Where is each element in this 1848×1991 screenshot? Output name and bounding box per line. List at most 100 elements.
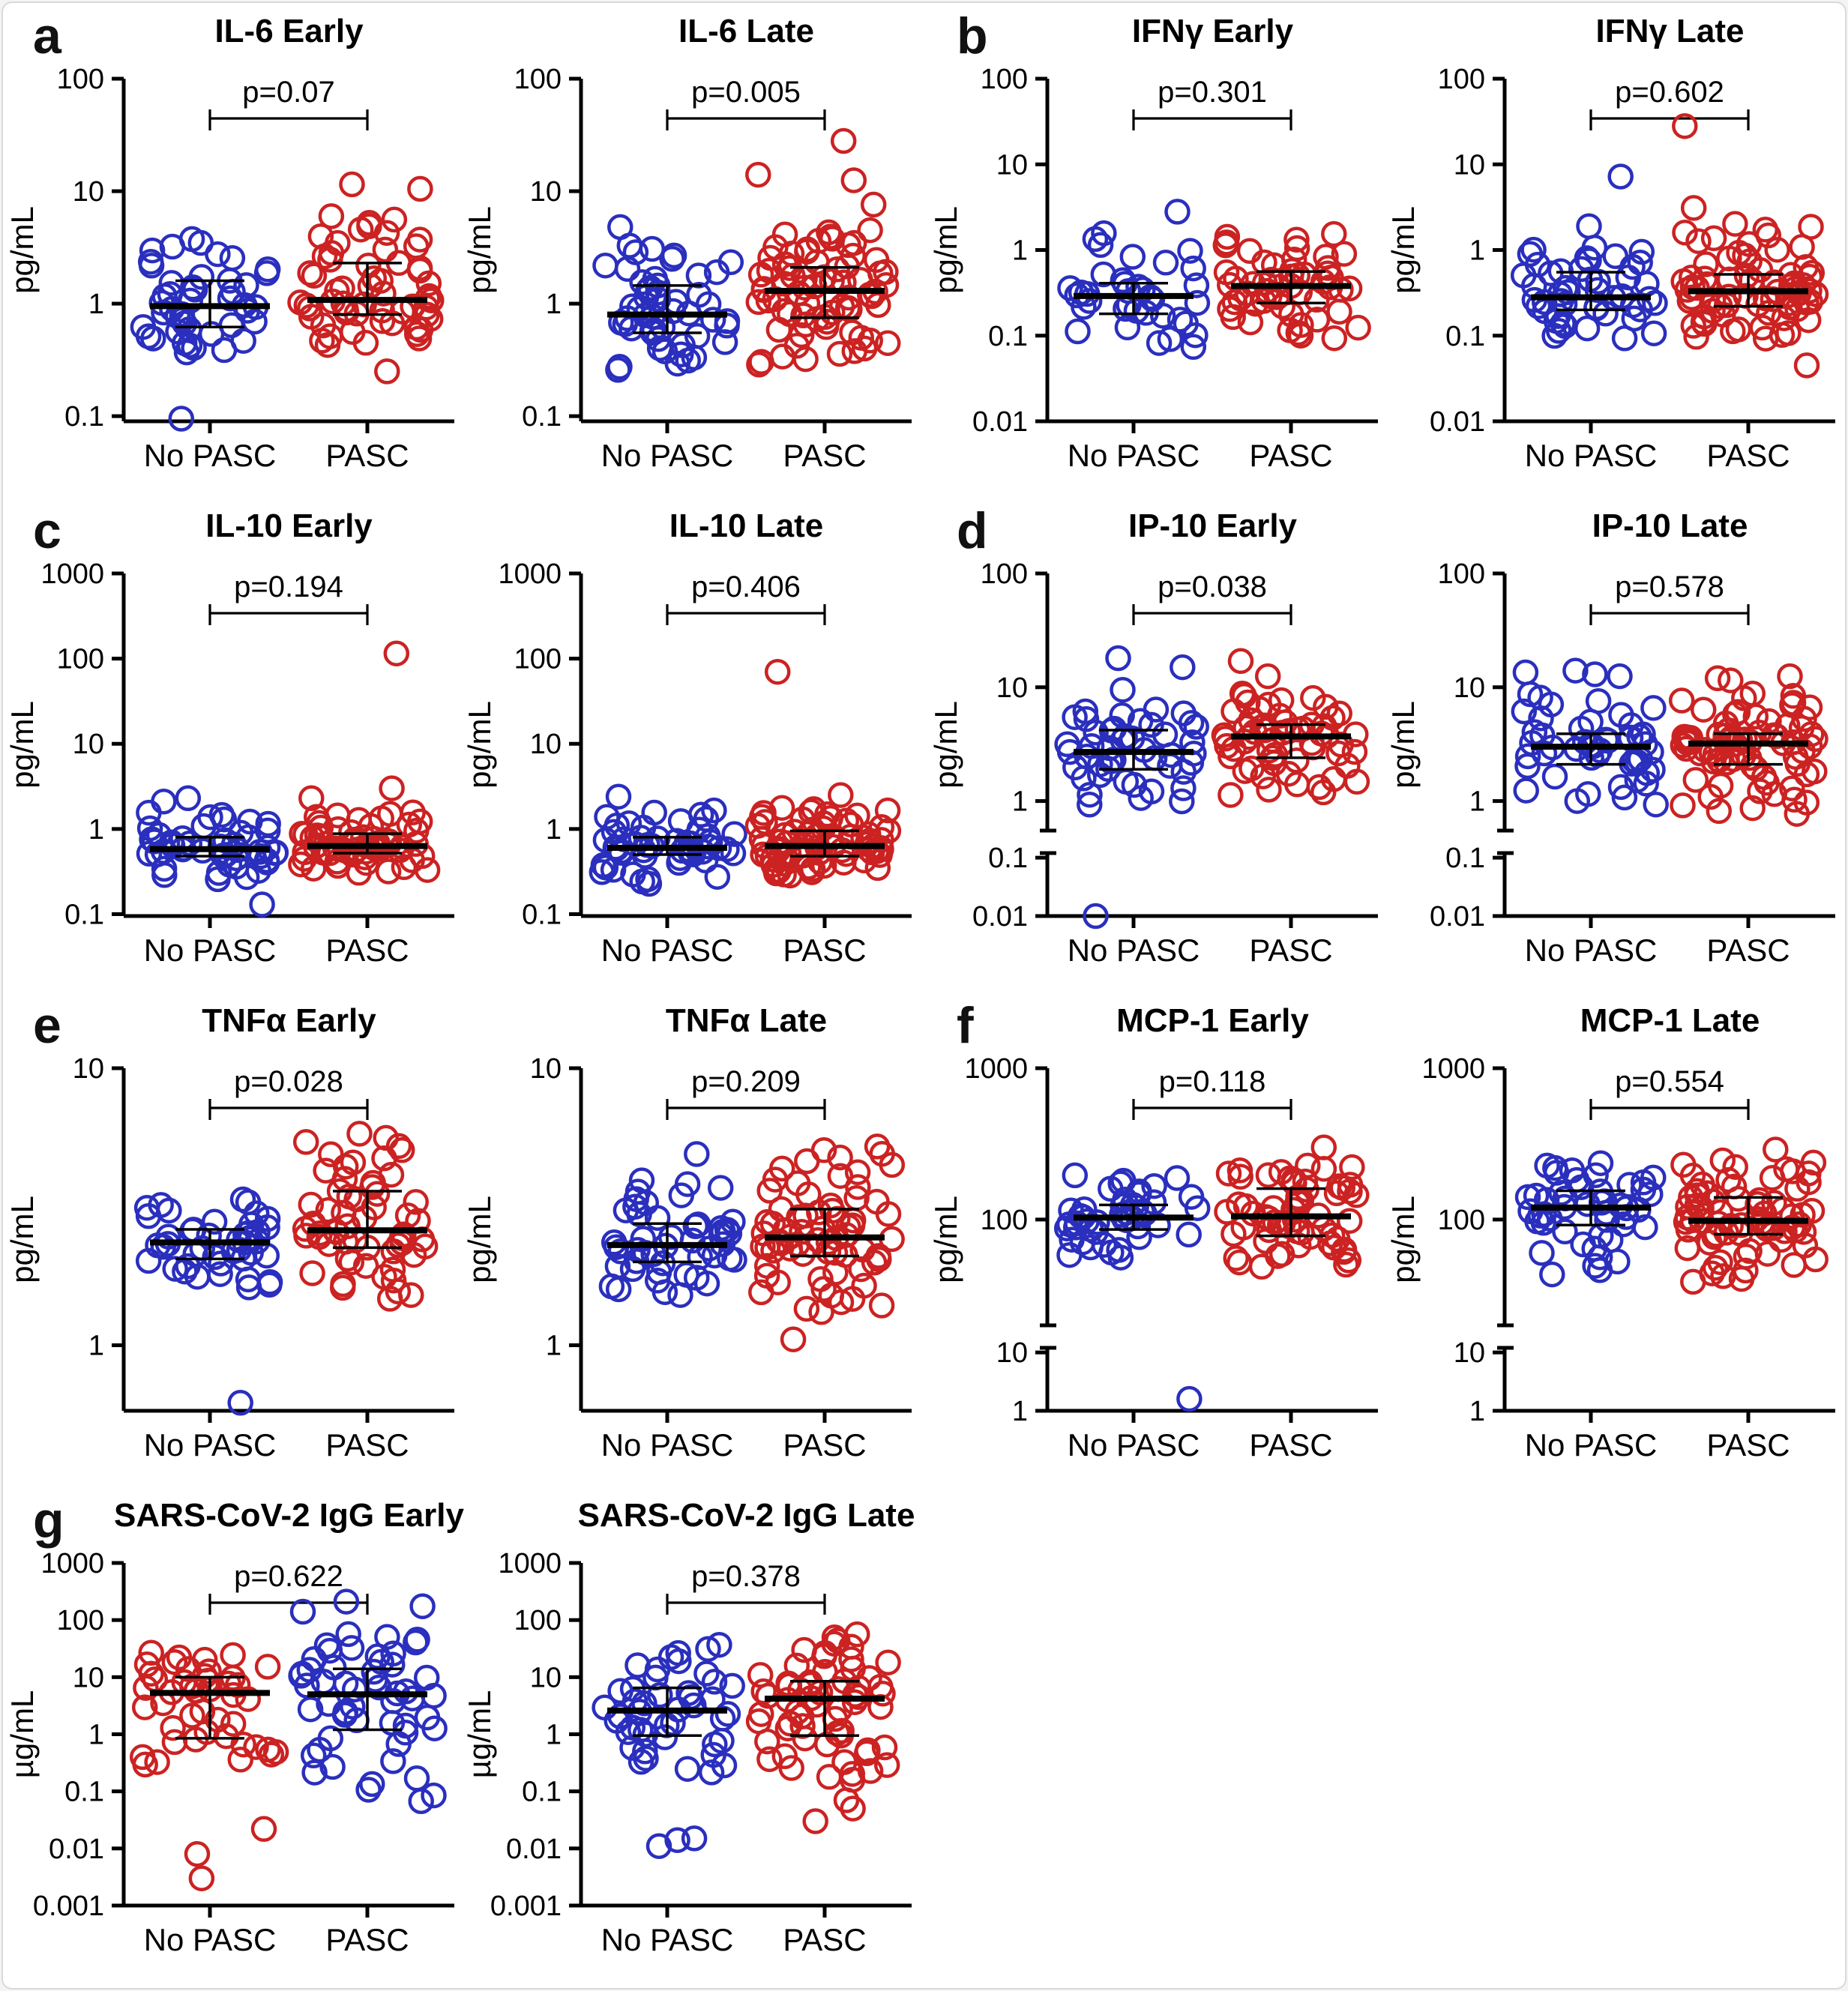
svg-text:No PASC: No PASC	[601, 438, 734, 473]
x-axis	[1047, 914, 1378, 928]
subplot-title: SARS-CoV-2 IgG Early	[114, 1497, 465, 1534]
svg-text:No PASC: No PASC	[1068, 933, 1200, 968]
p-value-label: p=0.554	[1615, 1065, 1724, 1098]
y-tick-labels: 1 10 100 0.1 0.01	[1430, 558, 1485, 933]
svg-text:1000: 1000	[964, 1053, 1028, 1085]
x-category-labels: No PASC PASC	[601, 438, 867, 473]
median-iqr-pasc	[765, 1208, 885, 1258]
svg-text:100: 100	[981, 64, 1028, 95]
svg-text:No PASC: No PASC	[1525, 438, 1658, 473]
panel-c: c IL-10 Early p=0.194 0.1 1 10 100 1000 pg/mL No …	[4, 502, 924, 997]
x-axis	[124, 1903, 454, 1918]
subplot-title: MCP-1 Late	[1580, 1002, 1760, 1039]
data-points-no-pasc	[1057, 199, 1211, 361]
svg-text:10: 10	[996, 149, 1028, 181]
panel-letter-b: b	[957, 7, 988, 64]
y-tick-marks	[569, 76, 581, 418]
median-iqr-pasc	[765, 265, 885, 319]
y-axis-label: pg/mL	[7, 206, 40, 294]
svg-text:10: 10	[73, 729, 104, 760]
x-axis	[581, 1903, 912, 1918]
panel-row-3: e TNFα Early p=0.028 1 10 pg/mL No PASC PASC TNF…	[4, 997, 1845, 1492]
svg-text:1: 1	[88, 814, 104, 846]
data-points-no-pasc	[1054, 645, 1209, 930]
svg-text:0.1: 0.1	[64, 899, 104, 930]
significance-bracket	[1589, 604, 1750, 625]
x-axis	[581, 419, 912, 433]
p-value-label: p=0.038	[1158, 570, 1267, 603]
data-points-no-pasc	[592, 1631, 745, 1859]
svg-text:10: 10	[73, 1053, 104, 1085]
y-tick-labels: 0.1 1 10 100	[514, 64, 562, 433]
svg-text:1: 1	[546, 814, 562, 846]
x-axis	[124, 419, 454, 433]
svg-text:PASC: PASC	[1706, 438, 1790, 473]
svg-text:10: 10	[1454, 672, 1485, 704]
x-category-labels: No PASC PASC	[144, 1922, 409, 1957]
median-iqr-pasc	[1231, 723, 1351, 759]
y-tick-labels: 0.1 1 10 100 1000	[498, 558, 562, 930]
panel-c-subplots: IL-10 Early p=0.194 0.1 1 10 100 1000 pg/mL No P…	[4, 502, 924, 997]
svg-text:PASC: PASC	[783, 1922, 866, 1957]
panel-letter-g: g	[33, 1492, 64, 1549]
y-axis-label: µg/mL	[465, 1690, 497, 1779]
y-axis-label: pg/mL	[7, 701, 40, 789]
svg-text:10: 10	[530, 729, 562, 760]
y-axis-label: pg/mL	[1388, 701, 1421, 789]
subplot-title: IP-10 Late	[1592, 507, 1748, 544]
subplot-title: IL-6 Late	[678, 13, 814, 49]
x-axis	[581, 914, 912, 928]
p-value-label: p=0.406	[691, 570, 801, 603]
x-category-labels: No PASC PASC	[1068, 1427, 1333, 1463]
p-value-label: p=0.602	[1615, 76, 1724, 109]
y-axis-label: pg/mL	[465, 1196, 497, 1283]
y-tick-marks	[112, 1066, 124, 1348]
x-axis	[1047, 419, 1378, 433]
p-value-label: p=0.301	[1158, 76, 1267, 109]
data-points-pasc	[1214, 1134, 1370, 1280]
median-iqr-pasc	[307, 262, 427, 316]
panel-b: b IFNγ Early p=0.301 0.01 0.1 1 10 100 pg/mL No P…	[928, 7, 1845, 502]
y-tick-marks	[1493, 76, 1505, 424]
svg-text:0.1: 0.1	[522, 1777, 562, 1808]
svg-text:No PASC: No PASC	[144, 933, 277, 968]
median-iqr-pasc	[1231, 270, 1351, 305]
median-iqr-no-pasc	[150, 279, 270, 328]
svg-text:0.01: 0.01	[972, 406, 1028, 438]
svg-text:PASC: PASC	[325, 1427, 409, 1463]
panel-letter-a: a	[33, 7, 61, 64]
y-axis-label: pg/mL	[1388, 1196, 1421, 1283]
median-iqr-pasc	[765, 1679, 885, 1737]
svg-text:100: 100	[514, 644, 562, 675]
svg-text:1: 1	[88, 289, 104, 320]
panel-d-subplots: IP-10 Early p=0.038 1 10 100 0.1 0.01 pg/mL No P…	[928, 502, 1845, 997]
svg-text:0.001: 0.001	[33, 1891, 104, 1922]
data-points-pasc	[748, 1133, 906, 1352]
p-value-label: p=0.028	[234, 1065, 343, 1098]
y-tick-labels: 0.01 0.1 1 10 100	[972, 64, 1028, 438]
svg-text:1: 1	[88, 1720, 104, 1751]
panel-row-1: a IL-6 Early p=0.07 0.1 1 10 100 pg/mL No PASC PA…	[4, 7, 1845, 502]
subplot-ip-10-late: IP-10 Late p=0.578 1 10 100 0.1 0.01 pg/mL No PA…	[1385, 502, 1845, 997]
subplot-title: IL-10 Late	[669, 507, 823, 544]
y-tick-marks	[569, 571, 581, 916]
p-value-label: p=0.622	[234, 1560, 343, 1593]
p-value-label: p=0.194	[234, 570, 343, 603]
svg-text:10: 10	[996, 672, 1028, 704]
subplot-il-6-early: IL-6 Early p=0.07 0.1 1 10 100 pg/mL No PASC PAS…	[4, 7, 465, 502]
y-axis	[1040, 573, 1056, 916]
y-tick-marks	[112, 76, 124, 418]
significance-bracket	[666, 109, 826, 130]
y-tick-labels: 0.001 0.01 0.1 1 10 100 1000	[33, 1548, 104, 1922]
significance-bracket	[1589, 1099, 1750, 1120]
y-tick-marks	[112, 571, 124, 916]
x-category-labels: No PASC PASC	[1068, 933, 1333, 968]
median-iqr-no-pasc	[150, 1228, 270, 1261]
significance-bracket	[666, 604, 826, 625]
svg-text:No PASC: No PASC	[1068, 1427, 1200, 1463]
y-axis-label: pg/mL	[1388, 206, 1421, 294]
y-tick-marks	[1035, 1066, 1047, 1413]
subplot-mcp-1-early: MCP-1 Early p=0.118 100 1000 10 1 pg/mL No PASC…	[928, 997, 1388, 1492]
svg-text:No PASC: No PASC	[601, 933, 734, 968]
p-value-label: p=0.209	[691, 1065, 801, 1098]
